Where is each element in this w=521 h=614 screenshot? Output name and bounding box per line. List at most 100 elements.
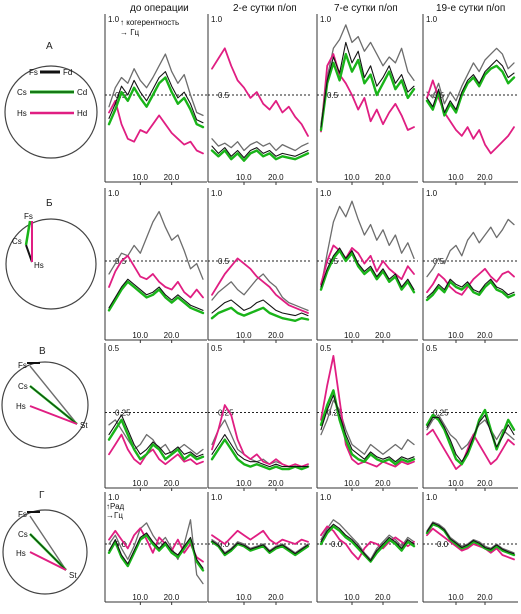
panel-g-1-series-dark [108, 532, 204, 569]
panel-a-4-series-green [425, 64, 516, 117]
panel-v-4-ref-label: 0.25 [433, 409, 449, 418]
node-fd-a: Fd [63, 68, 72, 77]
panel-g-1-tick-label-2: 20.0 [164, 593, 180, 602]
panel-g-1-ref-label: 0.0 [115, 540, 127, 549]
panel-a-4-tick-label-1: 10.0 [448, 173, 464, 182]
panel-v-4-tick-label-2: 20.0 [477, 479, 493, 488]
panel-b-4-series-dark [426, 278, 515, 298]
panel-v-1-tick-label-1: 10.0 [132, 479, 148, 488]
panel-a-2-tick-label-1: 10.0 [236, 173, 252, 182]
panel-g-1-series-gray [108, 519, 204, 585]
panel-a-3-top-label: 1.0 [320, 15, 332, 24]
panel-g-2-tick-label-2: 20.0 [268, 593, 284, 602]
link-fs-st-g [29, 515, 67, 571]
panel-b-3-top-label: 1.0 [320, 189, 332, 198]
node-cd-a: Cd [77, 88, 87, 97]
panel-b-4-top-label: 1.0 [426, 189, 438, 198]
head-outline-g [2, 509, 88, 595]
panel-g-3-top-label: 1.0 [320, 493, 332, 502]
panel-b-4-tick-label-2: 20.0 [477, 331, 493, 340]
panel-b-2-series-gray [211, 273, 309, 312]
panel-a-3-series-dark [320, 41, 415, 128]
panel-v-2-series-green [210, 438, 310, 471]
panel-g-3-series-gray [320, 519, 415, 561]
panel-b-4-series-green [425, 280, 516, 302]
diagram-a: А Fs Fd Cs Cd Hs Hd [4, 41, 98, 159]
panel-v-1-series-green [107, 418, 205, 461]
panel-a-3-tick-label-1: 10.0 [344, 173, 360, 182]
panel-v-3-top-label: 0.5 [320, 344, 332, 353]
panel-g-2-series-green [210, 540, 310, 557]
row-letter-b: Б [46, 198, 53, 209]
node-hs-g: Hs [16, 549, 26, 558]
panel-g-3-tick-label-2: 20.0 [375, 593, 391, 602]
panel-g-2-series-magenta [211, 529, 309, 545]
panel-a-1-series-dark [108, 71, 204, 124]
diagram-g: Г Fs Cs Hs St [2, 490, 88, 595]
panel-v-2-top-label: 0.5 [211, 344, 223, 353]
head-outline-v [1, 361, 89, 449]
panel-v-4-series-dark [426, 414, 515, 463]
panel-g-2-top-label: 1.0 [211, 493, 223, 502]
panel-v-3-ref-label: 0.25 [327, 409, 343, 418]
panel-b-3-series-gray [320, 200, 415, 288]
panel-b-2-ref-label: 0.5 [218, 257, 230, 266]
panel-g-4-top-label: 1.0 [426, 493, 438, 502]
panel-b-3-series-dark [320, 247, 415, 291]
panel-v-1-ref-label: 0.25 [115, 409, 131, 418]
panel-b-1-series-gray [108, 210, 204, 280]
node-fs-a: Fs [29, 68, 38, 77]
node-fs-g: Fs [18, 510, 27, 519]
panel-a-4-series-dark [426, 59, 515, 114]
panel-b-2-series-green [210, 306, 310, 322]
panel-b-3-series-green [319, 249, 416, 294]
panel-a-1-top-label: 1.0 [108, 15, 120, 24]
node-fs-b: Fs [24, 212, 33, 221]
x-unit-hz: → Гц [120, 28, 140, 37]
node-st-v: St [80, 421, 88, 430]
panel-a-4-series-gray [426, 47, 515, 105]
panel-v-2-ref-label: 0.25 [218, 409, 234, 418]
column-title-day7: 7-е сутки п/оп [334, 3, 398, 14]
panel-a-1-series-gray [108, 53, 204, 117]
panel-a-1-series-green [107, 76, 205, 129]
diagram-v: В Fs Cs Hs St [1, 346, 89, 449]
panel-v-4-tick-label-1: 10.0 [448, 479, 464, 488]
panel-b-2-tick-label-2: 20.0 [268, 331, 284, 340]
node-cs-a: Cs [17, 88, 27, 97]
row-letter-g: Г [39, 490, 45, 501]
panel-v-3-series-magenta [320, 354, 415, 468]
node-hd-a: Hd [77, 109, 87, 118]
panel-g-4-tick-label-2: 20.0 [477, 593, 493, 602]
node-st-g: St [69, 571, 77, 580]
panel-a-2-tick-label-2: 20.0 [268, 173, 284, 182]
panel-a-2-top-label: 1.0 [211, 15, 223, 24]
panel-b-2-series-magenta [211, 257, 309, 314]
panel-v-2-series-dark [211, 434, 309, 468]
panel-v-1-series-magenta [108, 433, 204, 466]
panel-a-3-tick-label-2: 20.0 [375, 173, 391, 182]
node-hs-v: Hs [16, 402, 26, 411]
diagram-b: Б Fs Cs Hs [5, 198, 97, 310]
column-title-preop: до операции [130, 3, 189, 14]
panel-v-2-tick-label-1: 10.0 [236, 479, 252, 488]
panel-a-2-series-gray [211, 138, 309, 152]
panel-a-4-top-label: 1.0 [426, 15, 438, 24]
panel-g-4-tick-label-1: 10.0 [448, 593, 464, 602]
panel-g-4-series-dark [426, 522, 515, 555]
panel-g-4-series-magenta [426, 527, 515, 561]
panel-g-1-series-green [107, 534, 205, 572]
panel-a-1-tick-label-2: 20.0 [164, 173, 180, 182]
panel-a-2-series-magenta [211, 47, 309, 137]
panel-g-3-tick-label-1: 10.0 [344, 593, 360, 602]
panel-a-2-series-dark [211, 145, 309, 159]
chart-panels: 1.0 0.5 10.0 20.0 1.0 0.5 10.0 20.0 1.0 0.5 10.0 20… [104, 14, 518, 605]
panel-v-3-tick-label-1: 10.0 [344, 479, 360, 488]
panel-b-1-series-dark [108, 278, 204, 311]
panel-b-3-tick-label-2: 20.0 [375, 331, 391, 340]
node-hs-b: Hs [34, 261, 44, 270]
panel-v-1-top-label: 0.5 [108, 344, 120, 353]
panel-a-4-tick-label-2: 20.0 [477, 173, 493, 182]
panel-g-4-ref-label: 0.0 [437, 540, 449, 549]
panel-b-3-series-magenta [320, 244, 415, 286]
